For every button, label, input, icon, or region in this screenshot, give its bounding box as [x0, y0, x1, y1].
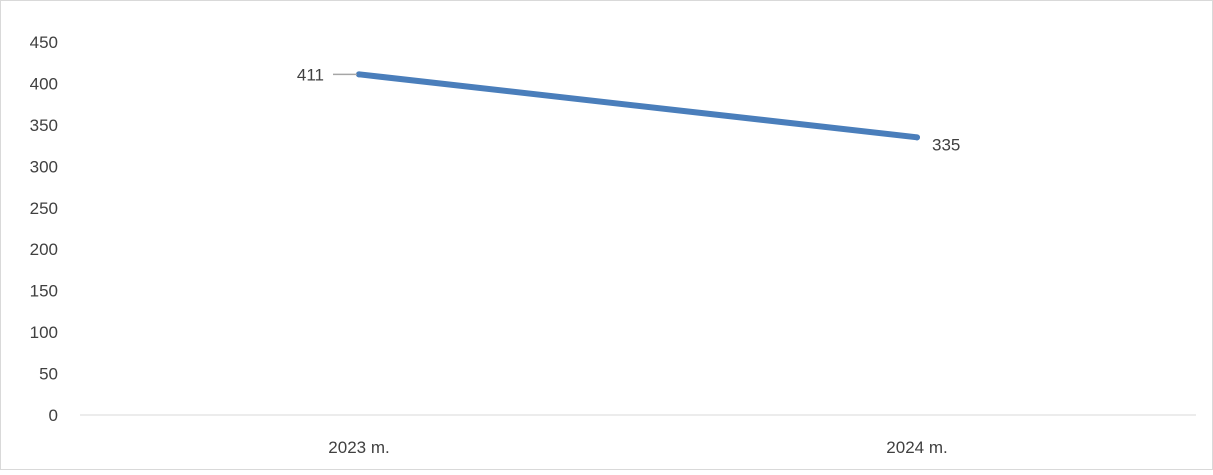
y-tick-label: 250 [30, 199, 58, 218]
x-axis: 2023 m. 2024 m. [80, 414, 1196, 457]
data-label: 411 [297, 65, 324, 84]
data-labels-layer: 411 335 [297, 65, 960, 154]
y-tick-label: 300 [30, 157, 58, 176]
y-tick-label: 450 [30, 33, 58, 52]
data-point [914, 134, 920, 141]
y-axis: 0 50 100 150 200 250 300 350 400 450 [30, 33, 58, 425]
data-point [356, 71, 362, 78]
y-tick-label: 400 [30, 74, 58, 93]
y-tick-label: 150 [30, 282, 58, 301]
y-tick-label: 100 [30, 323, 58, 342]
y-tick-label: 50 [39, 365, 58, 384]
data-label: 335 [932, 135, 960, 154]
series-line [356, 71, 920, 141]
series-layer [356, 71, 920, 141]
x-tick-label: 2024 m. [886, 438, 947, 457]
y-tick-label: 350 [30, 116, 58, 135]
y-tick-label: 200 [30, 240, 58, 259]
x-tick-label: 2023 m. [328, 438, 389, 457]
y-tick-label: 0 [49, 406, 58, 425]
